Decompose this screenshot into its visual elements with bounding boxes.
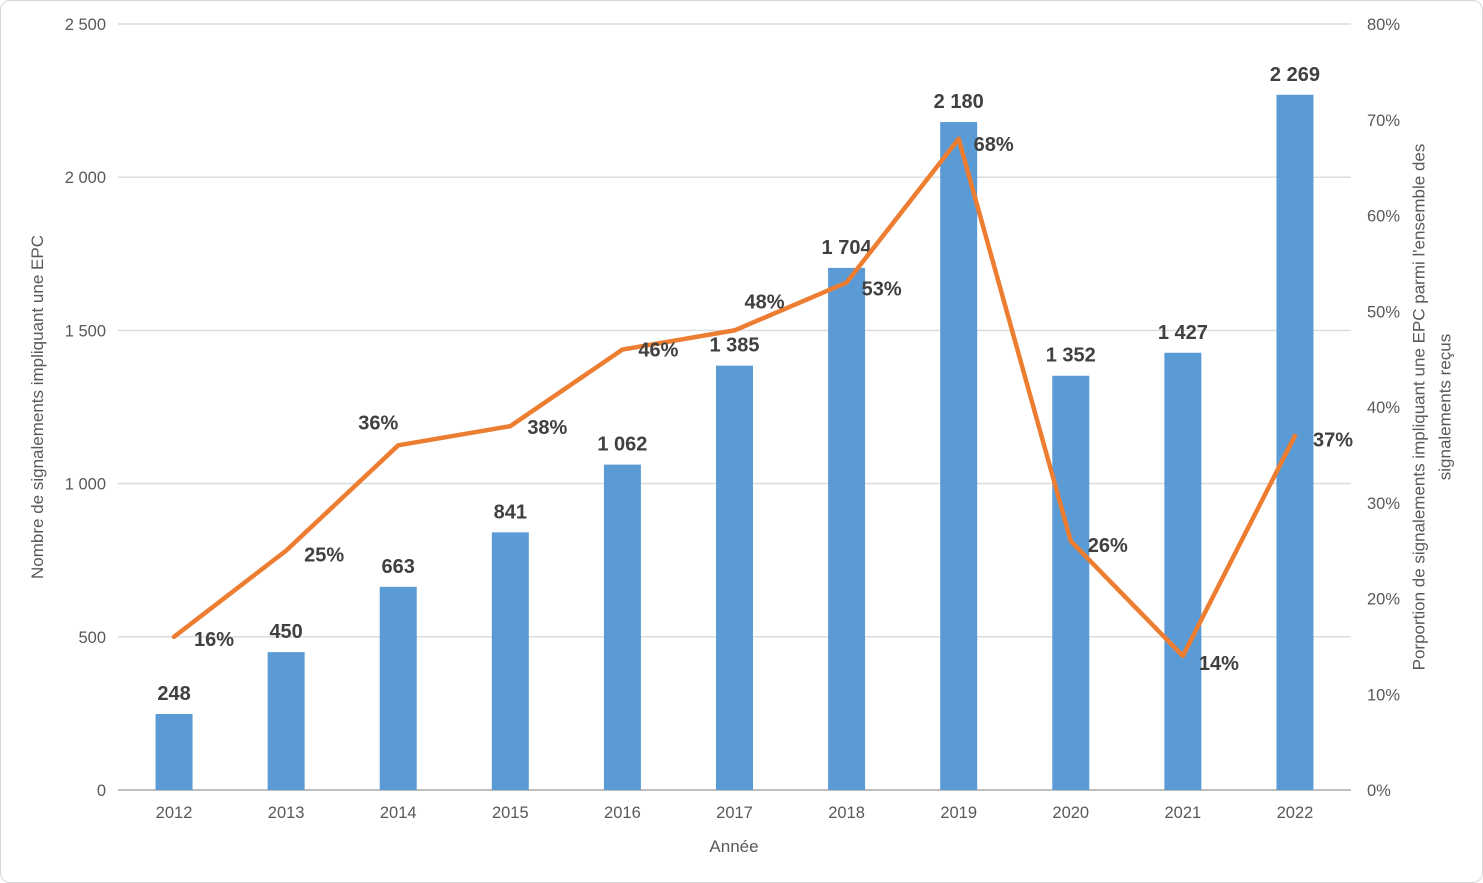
right-axis-tick: 20% [1367, 591, 1400, 609]
bar-value-label: 663 [382, 556, 415, 578]
bar-value-label: 2 269 [1270, 64, 1320, 86]
bar-2013 [267, 652, 305, 790]
pct-label: 36% [358, 412, 398, 434]
pct-label: 53% [862, 279, 902, 301]
x-axis-tick: 2021 [1165, 804, 1202, 822]
right-axis-tick: 50% [1367, 303, 1400, 321]
x-axis-tick: 2019 [940, 804, 977, 822]
bar-2012 [155, 714, 193, 790]
pct-label: 16% [194, 629, 234, 651]
pct-label: 48% [745, 291, 785, 313]
right-axis-tick: 40% [1367, 399, 1400, 417]
pct-label: 25% [304, 545, 344, 567]
pct-label: 68% [974, 134, 1014, 156]
bar-value-label: 1 704 [822, 237, 873, 259]
bar-2021 [1164, 352, 1202, 790]
bar-2015 [491, 532, 529, 790]
pct-label: 14% [1199, 653, 1239, 675]
x-axis-tick: 2017 [716, 804, 753, 822]
right-axis-ticks: 0% 10% 20% 30% 40% 50% 60% 70% 80% [1367, 16, 1400, 800]
bars-series [155, 94, 1314, 791]
x-axis-tick: 2022 [1277, 804, 1314, 822]
bar-value-label: 1 062 [597, 434, 647, 456]
percentage-line [171, 136, 1298, 659]
x-axis-ticks: 2012 2013 2014 2015 2016 2017 2018 2019 2020 2021… [156, 804, 1314, 822]
bar-value-label: 2 180 [934, 91, 984, 113]
left-axis-tick: 2 000 [65, 169, 106, 187]
x-axis-tick: 2015 [492, 804, 529, 822]
right-axis-tick: 60% [1367, 208, 1400, 226]
left-axis-ticks: 0 500 1 000 1 500 2 000 2 500 [65, 16, 106, 800]
bar-value-label: 450 [269, 621, 302, 643]
left-axis-tick: 1 000 [65, 476, 106, 494]
left-axis-tick: 0 [97, 782, 106, 800]
x-axis-tick: 2016 [604, 804, 641, 822]
right-axis-tick: 0% [1367, 782, 1391, 800]
bar-value-label: 841 [494, 501, 527, 523]
x-axis-tick: 2013 [268, 804, 305, 822]
pct-label: 46% [638, 340, 678, 362]
bar-value-label: 1 385 [709, 335, 759, 357]
right-axis-tick: 80% [1367, 16, 1400, 34]
bar-2022 [1276, 94, 1314, 791]
bar-2014 [379, 586, 417, 790]
line-series [171, 136, 1298, 659]
left-axis-tick: 500 [78, 629, 106, 647]
bar-2019 [940, 122, 978, 791]
x-axis-tick: 2020 [1052, 804, 1089, 822]
bar-value-labels: 248 450 663 841 1 062 1 385 1 704 2 180 1 352 1 4… [157, 64, 1320, 705]
x-axis-tick: 2012 [156, 804, 193, 822]
bar-value-label: 248 [157, 683, 190, 705]
bar-2016 [603, 464, 641, 790]
left-axis-tick: 1 500 [65, 322, 106, 340]
x-axis-tick: 2018 [828, 804, 865, 822]
right-axis-tick: 70% [1367, 112, 1400, 130]
left-axis-tick: 2 500 [65, 16, 106, 34]
bar-2020 [1052, 375, 1090, 790]
bar-2017 [716, 365, 753, 790]
right-axis-tick: 10% [1367, 686, 1400, 704]
right-axis-tick: 30% [1367, 495, 1400, 513]
bar-value-label: 1 352 [1046, 345, 1096, 367]
x-axis-tick: 2014 [380, 804, 417, 822]
bar-value-label: 1 427 [1158, 322, 1208, 344]
pct-label: 38% [527, 417, 567, 439]
pct-labels: 16% 25% 36% 38% 46% 48% 53% 68% 26% 14% 37% [194, 134, 1353, 675]
bar-2018 [828, 267, 866, 790]
pct-label: 37% [1313, 430, 1353, 452]
pct-label: 26% [1088, 535, 1128, 557]
